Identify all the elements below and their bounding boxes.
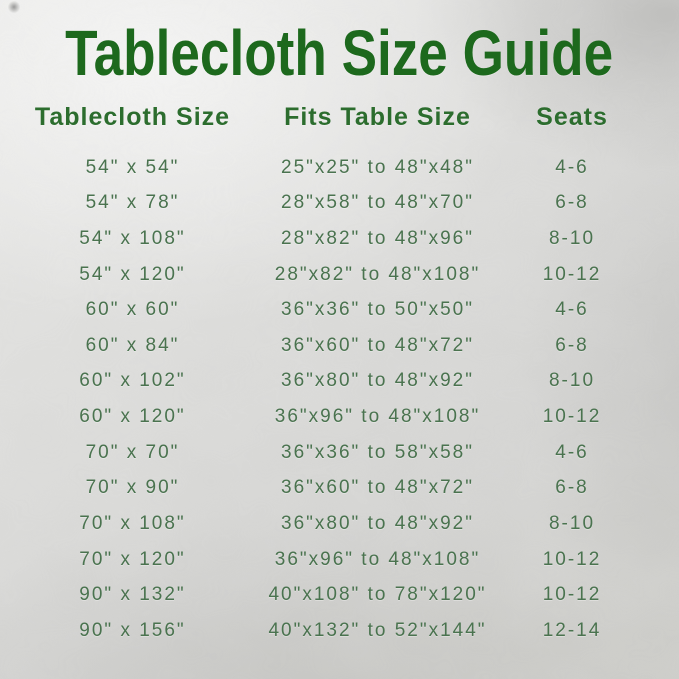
tablecloth-size-cell: 70" x 70" bbox=[85, 441, 180, 463]
tablecloth-size-cell: 54" x 54" bbox=[85, 156, 180, 178]
fits-table-size-cell: 36"x96" to 48"x108" bbox=[274, 548, 481, 570]
seats-cell: 6-8 bbox=[555, 192, 589, 214]
fits-table-size-cell: 36"x60" to 48"x72" bbox=[281, 334, 474, 356]
tablecloth-size-cell: 60" x 102" bbox=[79, 370, 186, 392]
seats-cell: 4-6 bbox=[555, 156, 589, 178]
table-header-row: Tablecloth Size Fits Table Size Seats bbox=[0, 103, 654, 132]
fits-table-size-cell: 28"x58" to 48"x70" bbox=[281, 192, 474, 214]
tablecloth-size-cell: 60" x 120" bbox=[79, 406, 186, 428]
fits-table-size-cell: 28"x82" to 48"x108" bbox=[274, 263, 481, 285]
column-header-fits-table-size: Fits Table Size bbox=[284, 103, 471, 131]
page-title: Tablecloth Size Guide bbox=[0, 20, 679, 86]
table-row: 60" x 84" 36"x60" to 48"x72" 6-8 bbox=[0, 328, 654, 364]
seats-cell: 4-6 bbox=[555, 441, 589, 463]
table-row: 60" x 120" 36"x96" to 48"x108" 10-12 bbox=[0, 399, 654, 435]
seats-cell: 4-6 bbox=[555, 299, 589, 321]
table-row: 54" x 108" 28"x82" to 48"x96" 8-10 bbox=[0, 221, 654, 257]
table-row: 54" x 120" 28"x82" to 48"x108" 10-12 bbox=[0, 257, 654, 293]
tablecloth-size-cell: 90" x 132" bbox=[79, 584, 186, 606]
seats-cell: 12-14 bbox=[542, 619, 602, 641]
fits-table-size-cell: 40"x108" to 78"x120" bbox=[268, 584, 487, 606]
seats-cell: 8-10 bbox=[548, 228, 596, 250]
column-header-tablecloth-size: Tablecloth Size bbox=[34, 103, 231, 131]
seats-cell: 8-10 bbox=[548, 370, 596, 392]
table-row: 70" x 108" 36"x80" to 48"x92" 8-10 bbox=[0, 506, 654, 542]
table-row: 90" x 132" 40"x108" to 78"x120" 10-12 bbox=[0, 577, 654, 613]
seats-cell: 10-12 bbox=[542, 584, 602, 606]
table-row: 60" x 60" 36"x36" to 50"x50" 4-6 bbox=[0, 292, 654, 328]
fits-table-size-cell: 36"x96" to 48"x108" bbox=[274, 406, 481, 428]
tablecloth-size-cell: 70" x 120" bbox=[79, 548, 186, 570]
page-title-text: Tablecloth Size Guide bbox=[65, 17, 614, 89]
tablecloth-size-cell: 90" x 156" bbox=[79, 619, 186, 641]
fits-table-size-cell: 36"x80" to 48"x92" bbox=[281, 512, 474, 534]
fits-table-size-cell: 25"x25" to 48"x48" bbox=[281, 156, 474, 178]
seats-cell: 6-8 bbox=[555, 477, 589, 499]
seats-cell: 8-10 bbox=[548, 512, 596, 534]
tablecloth-size-cell: 60" x 84" bbox=[85, 334, 180, 356]
seats-cell: 10-12 bbox=[542, 548, 602, 570]
fits-table-size-cell: 36"x36" to 58"x58" bbox=[281, 441, 474, 463]
tablecloth-size-cell: 70" x 108" bbox=[79, 512, 186, 534]
tablecloth-size-cell: 60" x 60" bbox=[85, 299, 180, 321]
fits-table-size-cell: 36"x36" to 50"x50" bbox=[281, 299, 474, 321]
table-row: 70" x 120" 36"x96" to 48"x108" 10-12 bbox=[0, 542, 654, 578]
fits-table-size-cell: 36"x80" to 48"x92" bbox=[281, 370, 474, 392]
table-row: 70" x 90" 36"x60" to 48"x72" 6-8 bbox=[0, 470, 654, 506]
tablecloth-size-cell: 54" x 108" bbox=[79, 228, 186, 250]
table-row: 90" x 156" 40"x132" to 52"x144" 12-14 bbox=[0, 613, 654, 649]
table-row: 54" x 54" 25"x25" to 48"x48" 4-6 bbox=[0, 150, 654, 186]
seats-cell: 10-12 bbox=[542, 406, 602, 428]
table-row: 60" x 102" 36"x80" to 48"x92" 8-10 bbox=[0, 364, 654, 400]
table-row: 70" x 70" 36"x36" to 58"x58" 4-6 bbox=[0, 435, 654, 471]
fits-table-size-cell: 36"x60" to 48"x72" bbox=[281, 477, 474, 499]
column-header-seats: Seats bbox=[536, 103, 608, 131]
table-body: 54" x 54" 25"x25" to 48"x48" 4-6 54" x 7… bbox=[0, 150, 654, 649]
tablecloth-size-cell: 54" x 120" bbox=[79, 263, 186, 285]
tablecloth-size-cell: 70" x 90" bbox=[85, 477, 180, 499]
seats-cell: 10-12 bbox=[542, 263, 602, 285]
tablecloth-size-cell: 54" x 78" bbox=[85, 192, 180, 214]
fits-table-size-cell: 28"x82" to 48"x96" bbox=[281, 228, 474, 250]
table-row: 54" x 78" 28"x58" to 48"x70" 6-8 bbox=[0, 186, 654, 222]
fits-table-size-cell: 40"x132" to 52"x144" bbox=[268, 619, 487, 641]
seats-cell: 6-8 bbox=[555, 334, 589, 356]
